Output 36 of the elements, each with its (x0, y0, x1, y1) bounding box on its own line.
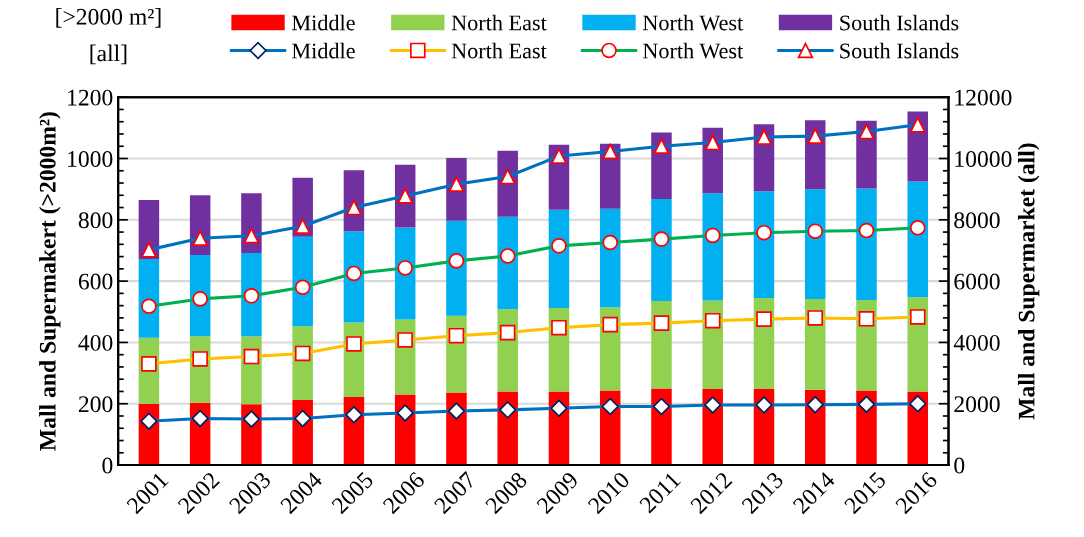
legend-label: North West (642, 14, 744, 31)
bar (804, 189, 826, 299)
legend-label: South Islands (840, 42, 959, 59)
y2-tick-label: 12000 (955, 89, 1012, 106)
y2-axis-title: Mall and Supermarket (all) (1017, 143, 1040, 420)
bar (702, 193, 723, 301)
bar (446, 220, 467, 316)
y-axis-title: Mall and Supermakert (>2000m²) (39, 112, 61, 451)
legend-label: North East (451, 42, 547, 59)
y2-tick-label: 6000 (954, 273, 1000, 290)
y2-tick-label: 0 (954, 457, 965, 474)
y-tick-label: 800 (78, 212, 113, 229)
y-tick-label: 0 (102, 457, 113, 474)
bar (753, 191, 775, 298)
text: [>2000 m²] (56, 8, 161, 28)
x-tick-label: 2001 (125, 471, 169, 515)
y2-tick-label: 2000 (954, 396, 1000, 413)
y2-tick-label: 10000 (955, 151, 1012, 167)
y2-tick-label: 4000 (953, 334, 1000, 351)
y-tick-label: 1000 (68, 151, 113, 167)
y-tick-label: 1200 (68, 89, 113, 106)
bar (651, 198, 672, 302)
legend-label: North West (642, 42, 744, 59)
legend-label: Middle (292, 42, 355, 59)
x-tick-label: 2011 (638, 471, 682, 514)
legend-label: South Islands (840, 14, 959, 31)
y-tick-label: 200 (78, 396, 113, 413)
text: [all] (90, 44, 127, 65)
y2-tick-label: 8000 (954, 212, 1000, 229)
y-tick-label: 400 (78, 334, 113, 351)
bar (907, 181, 928, 298)
y-tick-label: 600 (78, 273, 113, 290)
legend-label: North East (451, 14, 547, 31)
legend-label: Middle (292, 14, 355, 31)
bar (856, 188, 877, 301)
bar (599, 208, 621, 308)
